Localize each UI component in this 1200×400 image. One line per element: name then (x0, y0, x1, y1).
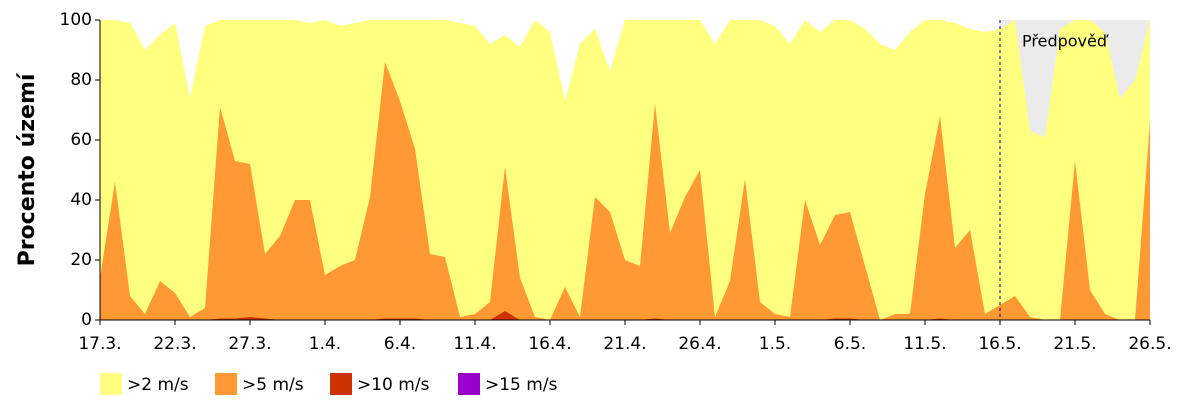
x-tick-label: 11.5. (903, 334, 946, 354)
x-tick-label: 21.4. (603, 334, 646, 354)
x-tick-label: 6.5. (834, 334, 866, 354)
x-tick-label: 26.4. (678, 334, 721, 354)
x-tick-label: 22.3. (153, 334, 196, 354)
x-tick-label: 6.4. (384, 334, 416, 354)
legend-swatch (458, 373, 480, 395)
y-tick-label: 80 (70, 70, 92, 90)
x-tick-label: 16.4. (528, 334, 571, 354)
x-tick-label: 11.4. (453, 334, 496, 354)
y-tick-label: 60 (70, 130, 92, 150)
y-tick-label: 0 (81, 310, 92, 330)
legend-swatch (330, 373, 352, 395)
x-tick-label: 26.5. (1128, 334, 1171, 354)
legend-label: >5 m/s (242, 375, 304, 395)
y-tick-label: 100 (60, 10, 92, 30)
x-tick-label: 21.5. (1053, 334, 1096, 354)
x-tick-label: 17.3. (78, 334, 121, 354)
legend-label: >15 m/s (485, 375, 558, 395)
legend-swatch (100, 373, 122, 395)
y-tick-label: 20 (70, 250, 92, 270)
x-tick-label: 1.4. (309, 334, 341, 354)
area (100, 62, 1150, 320)
legend-swatch (215, 373, 237, 395)
annotation: Předpověď (1022, 32, 1109, 51)
legend-label: >10 m/s (357, 375, 430, 395)
x-tick-label: 16.5. (978, 334, 1021, 354)
y-axis-label: Procento území (15, 72, 40, 266)
x-tick-label: 27.3. (228, 334, 271, 354)
legend-label: >2 m/s (127, 375, 189, 395)
y-tick-label: 40 (70, 190, 92, 210)
x-tick-label: 1.5. (759, 334, 791, 354)
